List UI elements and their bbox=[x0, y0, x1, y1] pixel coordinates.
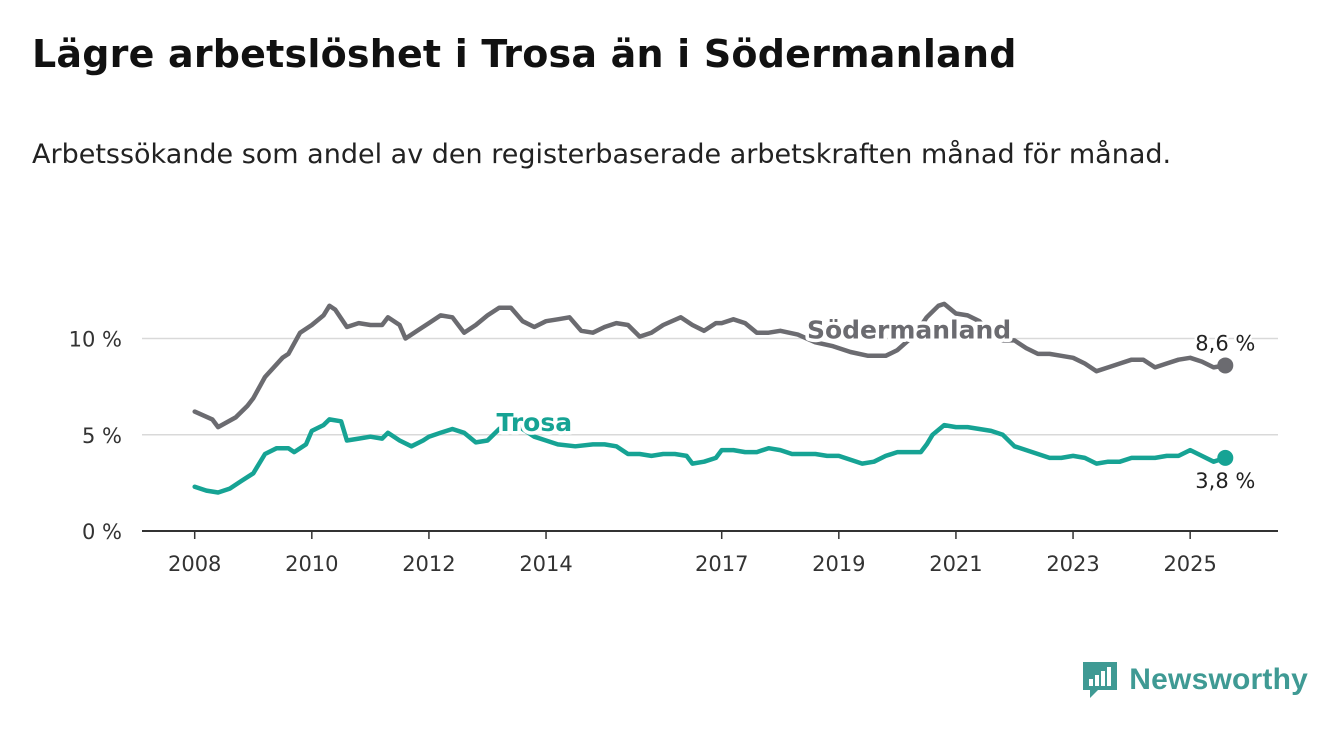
x-tick-label: 2025 bbox=[1163, 552, 1216, 576]
brand-name: Newsworthy bbox=[1129, 663, 1308, 696]
series-line-trosa bbox=[192, 417, 1228, 495]
series-label: Södermanland bbox=[807, 316, 1011, 345]
series-line-s-dermanland bbox=[192, 301, 1228, 430]
series-end-label: 3,8 % bbox=[1195, 469, 1255, 493]
series-end-marker bbox=[1217, 357, 1234, 374]
brand-logo: Newsworthy bbox=[1081, 660, 1308, 700]
y-tick-label: 5 % bbox=[82, 424, 122, 448]
x-tick-label: 2008 bbox=[168, 552, 221, 576]
series-end-label: 8,6 % bbox=[1195, 331, 1255, 355]
x-tick-label: 2017 bbox=[695, 552, 748, 576]
x-tick-label: 2014 bbox=[519, 552, 572, 576]
chart-subtitle: Arbetssökande som andel av den registerb… bbox=[32, 139, 1172, 170]
x-tick-label: 2019 bbox=[812, 552, 865, 576]
x-tick-label: 2012 bbox=[402, 552, 455, 576]
series-end-marker bbox=[1217, 449, 1234, 466]
x-tick-label: 2010 bbox=[285, 552, 338, 576]
y-tick-label: 0 % bbox=[82, 520, 122, 544]
x-tick-label: 2023 bbox=[1046, 552, 1099, 576]
chart-title: Lägre arbetslöshet i Trosa än i Söderman… bbox=[32, 32, 1017, 76]
line-chart: 0 % 5 % 10 % 2008 2010 2012 2014 2017 2019 2021 20… bbox=[69, 301, 1278, 576]
newsworthy-chart-icon bbox=[1083, 662, 1118, 698]
y-tick-label: 10 % bbox=[69, 328, 122, 352]
x-tick-label: 2021 bbox=[929, 552, 982, 576]
series-label: Trosa bbox=[497, 408, 573, 437]
